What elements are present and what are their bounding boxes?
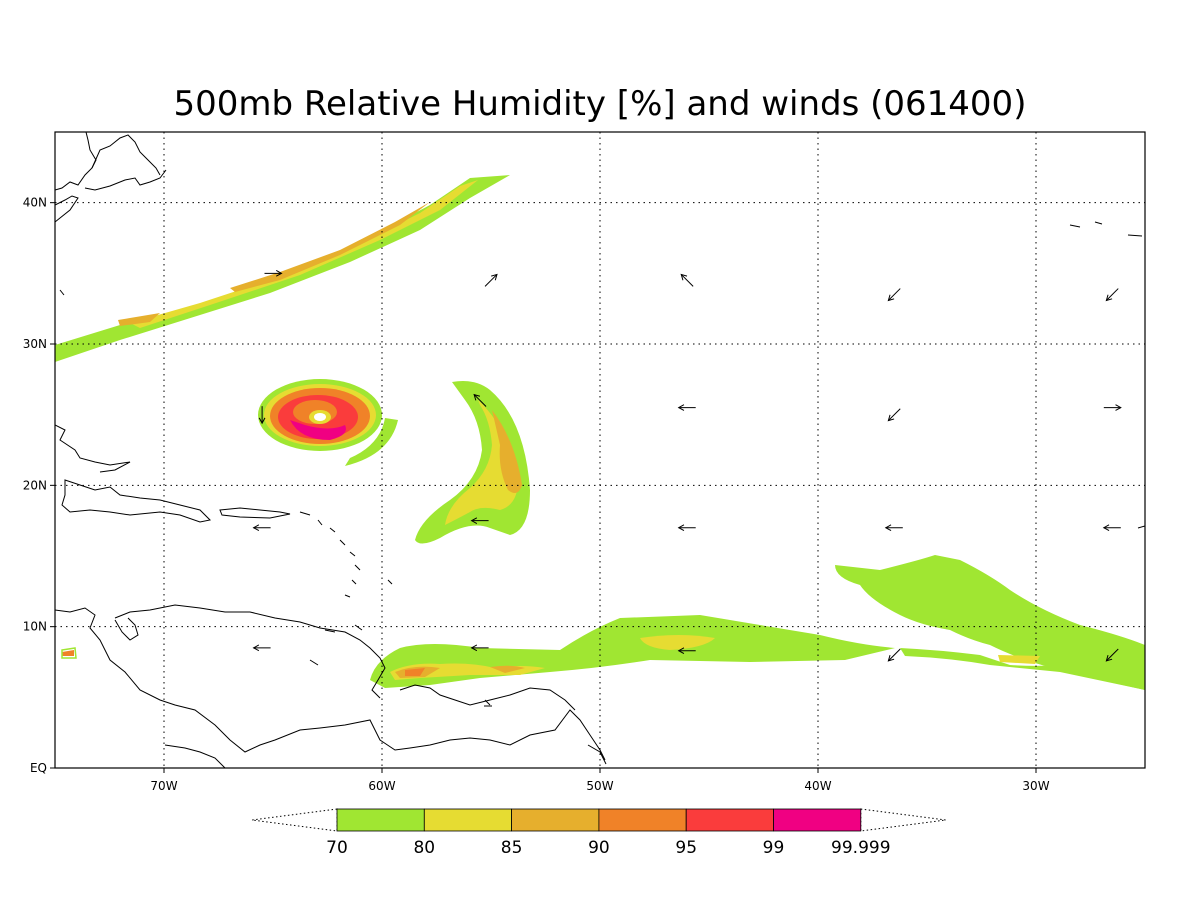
- y-tick-label: 40N: [23, 196, 47, 210]
- colorbar-swatch: [336, 808, 425, 832]
- y-tick-label: 30N: [23, 337, 47, 351]
- x-tick-label: 70W: [150, 779, 177, 793]
- colorbar: 70 80 85 90 95 99 99.999: [251, 808, 946, 858]
- plot-area: [55, 132, 1145, 768]
- wind-arrow-icon: [887, 408, 901, 422]
- humidity-band-jet: [55, 175, 510, 362]
- wind-arrow-icon: [1105, 648, 1119, 662]
- wind-arrow-icon: [484, 273, 498, 287]
- wind-arrow-icon: [677, 404, 696, 411]
- colorbar-right-extension: [860, 808, 946, 832]
- colorbar-label: 95: [675, 838, 697, 858]
- humidity-band-tropical: [61, 555, 1145, 690]
- colorbar-swatch: [423, 808, 512, 832]
- colorbar-label: 80: [413, 838, 435, 858]
- y-tick-label: EQ: [30, 761, 47, 775]
- wind-arrow-icon: [887, 648, 901, 662]
- x-axis-labels: 70W 60W 50W 40W 30W: [150, 768, 1050, 793]
- coastlines: [55, 132, 1145, 768]
- y-axis-labels: EQ 10N 20N 30N 40N: [23, 196, 55, 775]
- colorbar-label: 85: [501, 838, 523, 858]
- wind-arrow-icon: [1105, 288, 1119, 302]
- x-tick-label: 30W: [1022, 779, 1049, 793]
- wind-arrow-icon: [473, 393, 487, 407]
- colorbar-swatch: [685, 808, 774, 832]
- colorbar-label: 99: [763, 838, 785, 858]
- wind-arrow-icon: [252, 644, 271, 652]
- x-tick-label: 60W: [368, 779, 395, 793]
- wind-arrow-icon: [677, 524, 696, 532]
- wind-arrow-icon: [470, 644, 489, 652]
- colorbar-label: 90: [588, 838, 610, 858]
- graticule: [55, 132, 1145, 768]
- wind-vectors: [252, 270, 1122, 662]
- map-title: 500mb Relative Humidity [%] and winds (0…: [174, 84, 1027, 124]
- wind-arrow-icon: [252, 524, 271, 532]
- colorbar-label: 70: [326, 838, 348, 858]
- wind-arrow-icon: [264, 270, 283, 277]
- wind-arrow-icon: [884, 524, 903, 532]
- colorbar-left-extension: [251, 808, 338, 832]
- colorbar-swatch: [511, 808, 600, 832]
- humidity-band-hurricane: [258, 379, 398, 466]
- colorbar-label: 99.999: [831, 838, 890, 858]
- wind-arrow-icon: [680, 273, 694, 287]
- y-tick-label: 20N: [23, 478, 47, 492]
- wind-arrow-icon: [887, 288, 901, 302]
- wind-arrow-icon: [470, 517, 489, 524]
- wind-arrow-icon: [1102, 524, 1121, 532]
- colorbar-swatch: [773, 808, 862, 832]
- humidity-band-crescent: [415, 381, 530, 544]
- x-tick-label: 40W: [804, 779, 831, 793]
- y-tick-label: 10N: [23, 620, 47, 634]
- wind-arrow-icon: [677, 647, 696, 655]
- wind-arrow-icon: [258, 406, 266, 425]
- x-tick-label: 50W: [586, 779, 613, 793]
- colorbar-swatch: [598, 808, 687, 832]
- wind-arrow-icon: [1103, 404, 1122, 411]
- map-frame: [54, 131, 1146, 769]
